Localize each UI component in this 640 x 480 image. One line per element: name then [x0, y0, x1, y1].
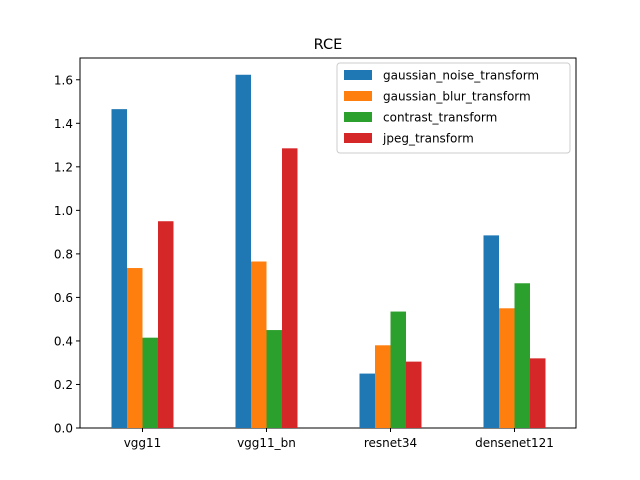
- legend-swatch: [344, 70, 372, 80]
- legend-swatch: [344, 91, 372, 101]
- bar-resnet34-contrast_transform: [390, 311, 406, 428]
- x-tick-label: densenet121: [475, 436, 554, 450]
- y-axis: 0.0 0.2 0.4 0.6 0.8 1.0 1.2 1.4 1.6: [54, 73, 80, 436]
- bar-densenet121-gaussian_noise_transform: [483, 235, 499, 428]
- x-axis: vgg11 vgg11_bn resnet34 densenet121: [124, 428, 554, 450]
- y-tick-label: 0.4: [54, 334, 73, 348]
- y-tick-label: 1.2: [54, 160, 73, 174]
- y-tick-label: 0.2: [54, 378, 73, 392]
- x-tick-label: resnet34: [364, 436, 417, 450]
- bar-resnet34-gaussian_noise_transform: [359, 373, 375, 428]
- bar-resnet34-gaussian_blur_transform: [375, 345, 391, 428]
- bar-vgg11-gaussian_blur_transform: [127, 268, 143, 428]
- y-tick-label: 0.8: [54, 247, 73, 261]
- y-tick-label: 1.0: [54, 204, 73, 218]
- legend: gaussian_noise_transform gaussian_blur_tr…: [336, 62, 571, 154]
- legend-label: jpeg_transform: [382, 132, 474, 146]
- bar-densenet121-jpeg_transform: [530, 358, 546, 428]
- legend-label: gaussian_blur_transform: [383, 90, 531, 104]
- bar-resnet34-jpeg_transform: [406, 361, 422, 428]
- y-tick-label: 0.6: [54, 291, 73, 305]
- bar-vgg11_bn-contrast_transform: [266, 330, 282, 428]
- chart-title: RCE: [314, 37, 343, 53]
- bar-vgg11_bn-gaussian_noise_transform: [235, 74, 251, 429]
- legend-swatch: [344, 112, 372, 122]
- bar-vgg11_bn-gaussian_blur_transform: [251, 261, 267, 428]
- bar-vgg11-jpeg_transform: [158, 221, 174, 428]
- y-tick-label: 1.6: [54, 73, 73, 87]
- bar-densenet121-gaussian_blur_transform: [499, 308, 515, 428]
- legend-label: gaussian_noise_transform: [383, 69, 539, 83]
- bar-vgg11-gaussian_noise_transform: [111, 109, 127, 428]
- bar-vgg11-contrast_transform: [142, 337, 158, 428]
- x-tick-label: vgg11_bn: [237, 436, 296, 450]
- legend-frame: [336, 62, 571, 154]
- legend-label: contrast_transform: [383, 111, 497, 125]
- x-tick-label: vgg11: [124, 436, 162, 450]
- y-tick-label: 1.4: [54, 117, 73, 131]
- bars-group: [111, 74, 546, 429]
- y-tick-label: 0.0: [54, 422, 73, 436]
- bar-densenet121-contrast_transform: [514, 283, 530, 428]
- bar-vgg11_bn-jpeg_transform: [282, 148, 298, 428]
- plot-area: [79, 57, 577, 429]
- legend-swatch: [344, 133, 372, 143]
